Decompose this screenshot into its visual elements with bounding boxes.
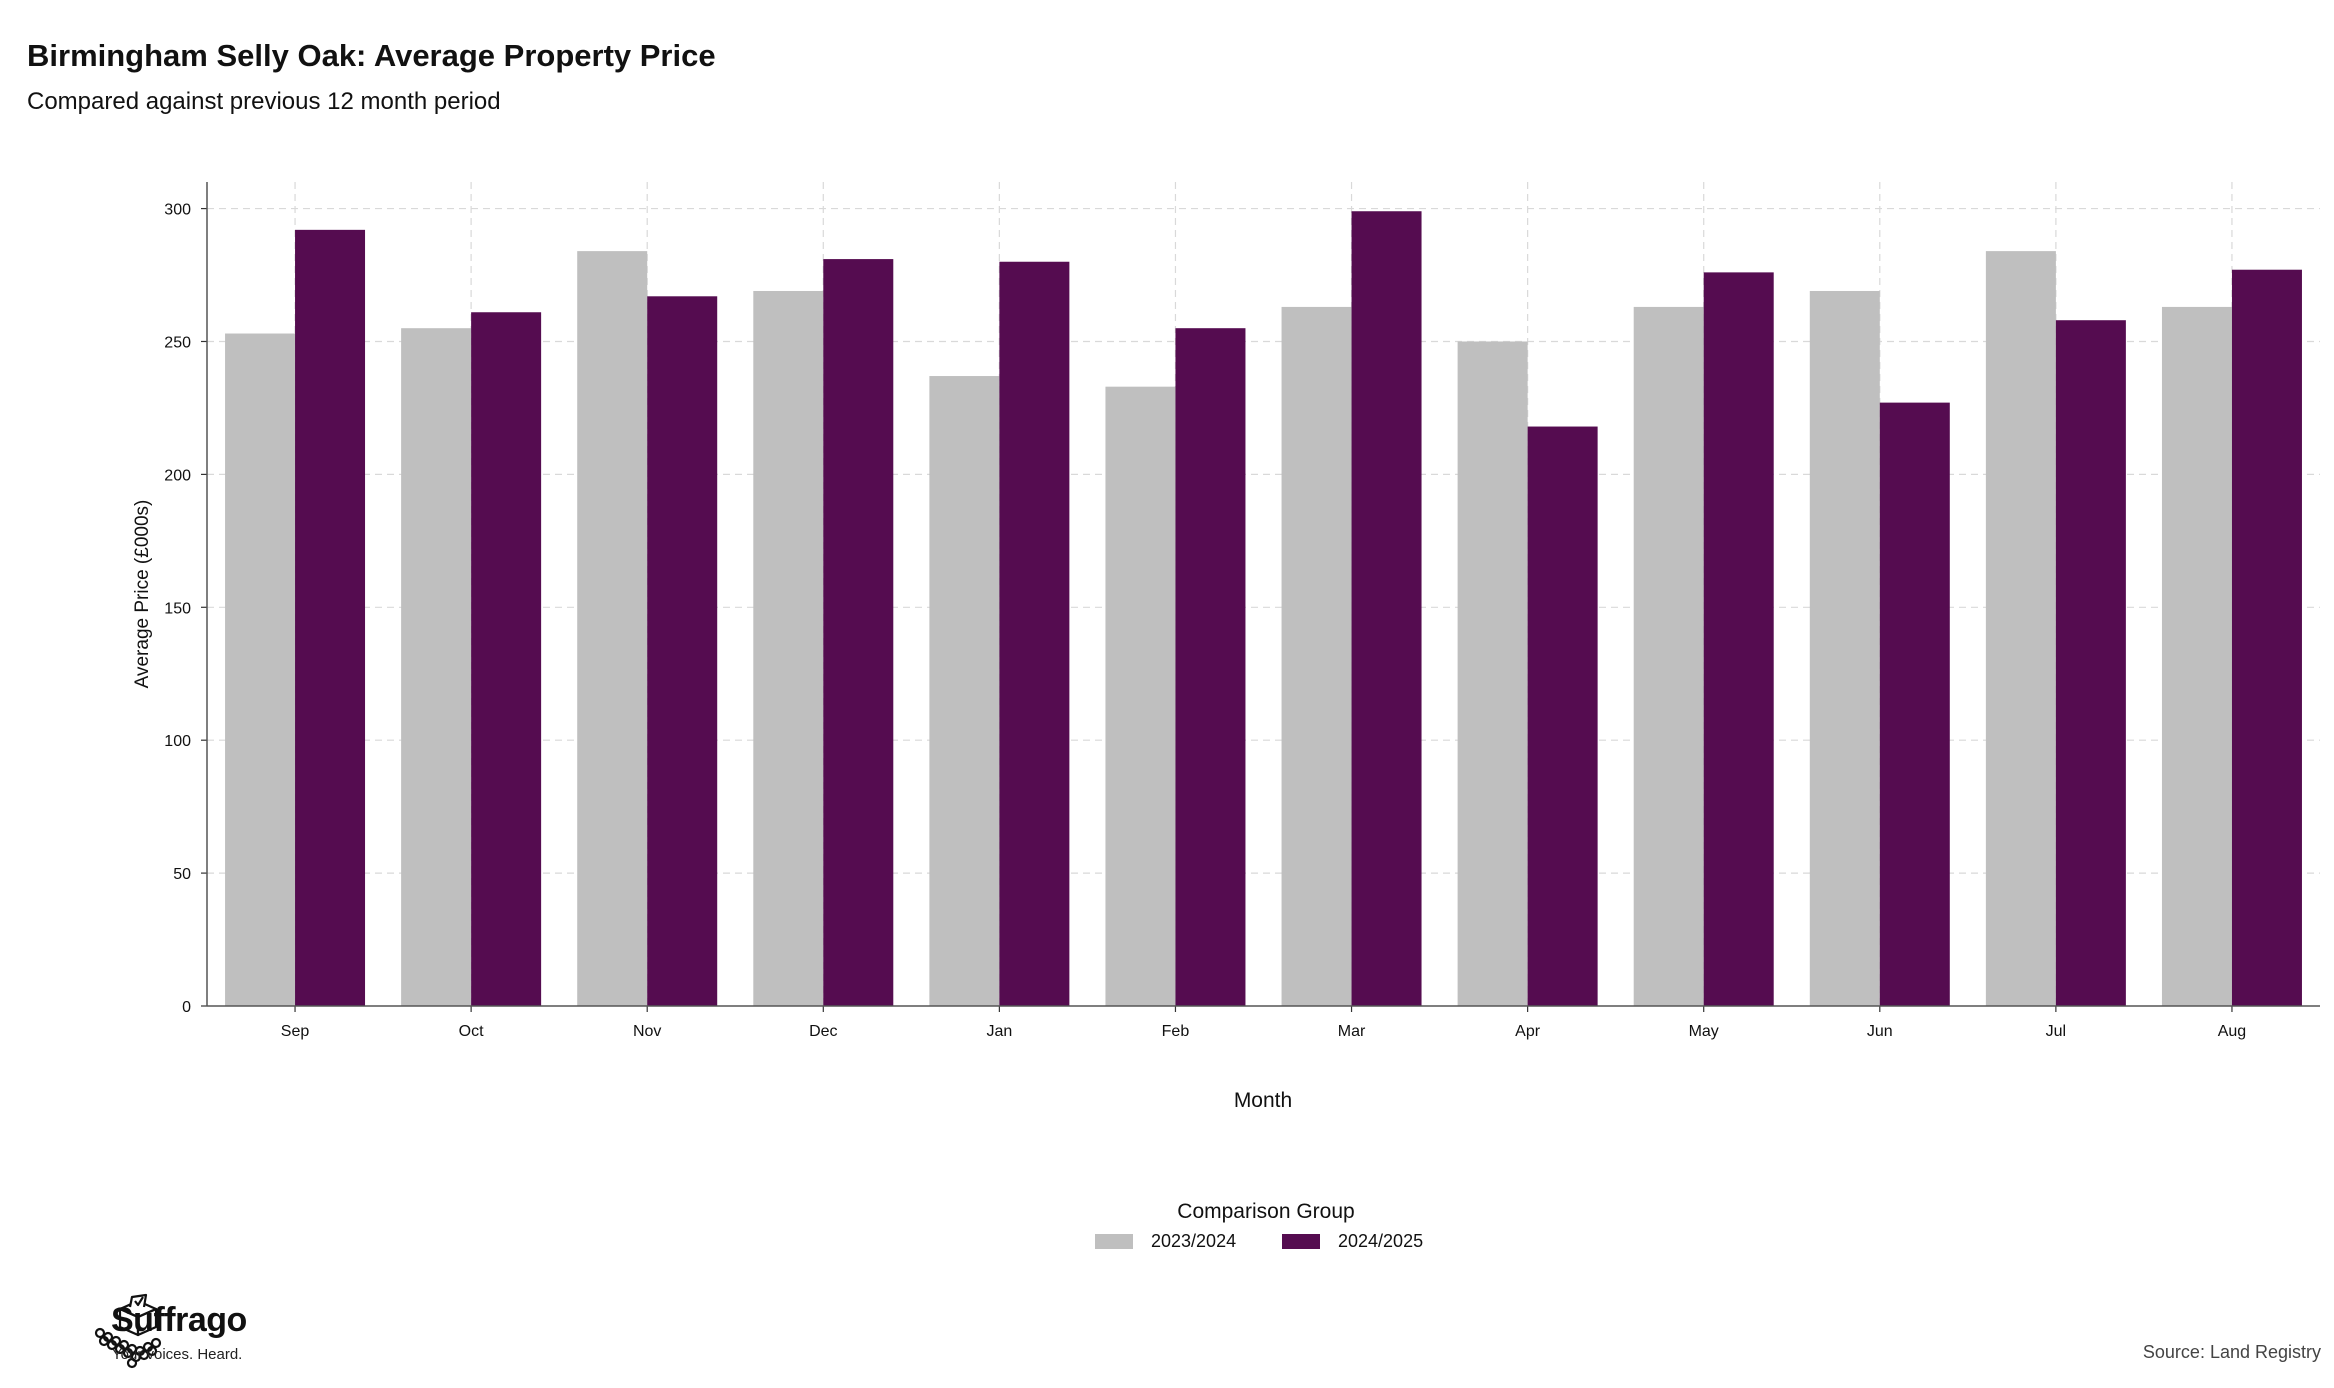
y-tick-label: 50 [173, 866, 191, 883]
axes: 0 50 100 150 200 250 300 Sep Oct Nov Dec Jan Feb Mar A… [164, 182, 2320, 1040]
y-tick-label: 250 [164, 334, 191, 351]
x-tick-label: May [1689, 1023, 1719, 1040]
legend-label-series-2: 2024/2025 [1338, 1231, 1424, 1251]
legend-swatch-series-1 [1095, 1234, 1133, 1249]
bars [225, 211, 2302, 1007]
y-tick-label: 150 [164, 600, 191, 617]
bar-sep-series-2 [295, 229, 366, 1006]
bar-feb-series-2 [1175, 328, 1246, 1006]
legend-label-series-1: 2023/2024 [1151, 1231, 1237, 1251]
bar-aug-series-1 [2161, 306, 2232, 1006]
bar-apr-series-2 [1527, 426, 1598, 1006]
legend-item-series-1: 2023/2024 [1095, 1231, 1236, 1252]
bar-feb-series-1 [1105, 386, 1176, 1006]
bar-jul-series-2 [2055, 320, 2126, 1006]
bar-nov-series-2 [647, 296, 718, 1007]
chart-title: Birmingham Selly Oak: Average Property P… [27, 38, 716, 73]
bar-sep-series-1 [225, 333, 296, 1007]
x-tick-label: Dec [809, 1023, 837, 1040]
x-tick-label: Jun [1867, 1023, 1893, 1040]
x-tick-label: Oct [459, 1023, 484, 1040]
x-tick-label: Nov [633, 1023, 661, 1040]
x-tick-label: Jul [2046, 1023, 2066, 1040]
y-tick-label: 100 [164, 733, 191, 750]
y-tick-label: 200 [164, 467, 191, 484]
y-axis-label: Average Price (£000s) [132, 500, 153, 689]
bar-mar-series-2 [1351, 211, 1422, 1006]
legend-title: Comparison Group [1177, 1200, 1355, 1223]
brand-name: Suffrago [111, 1301, 247, 1339]
bar-jun-series-1 [1809, 290, 1880, 1006]
y-tick-label: 300 [164, 202, 191, 219]
bar-may-series-2 [1703, 272, 1774, 1006]
source-note: Source: Land Registry [2142, 1342, 2321, 1362]
brand-tagline: Your voices. Heard. [112, 1346, 243, 1363]
bar-jan-series-2 [999, 261, 1070, 1006]
x-tick-label: Aug [2218, 1023, 2246, 1040]
bar-aug-series-2 [2231, 269, 2302, 1006]
y-tick-label: 0 [182, 999, 191, 1016]
x-tick-label: Jan [986, 1023, 1012, 1040]
bar-may-series-1 [1633, 306, 1704, 1006]
legend-item-series-2: 2024/2025 [1282, 1231, 1423, 1252]
bar-oct-series-1 [401, 328, 472, 1006]
bar-apr-series-1 [1457, 341, 1528, 1006]
bar-mar-series-1 [1281, 306, 1352, 1006]
bar-dec-series-2 [823, 259, 894, 1006]
bar-jul-series-1 [1985, 251, 2056, 1006]
x-axis-label: Month [1234, 1089, 1292, 1112]
ballot-box-icon [94, 1293, 162, 1369]
x-tick-label: Apr [1515, 1023, 1541, 1040]
legend-swatch-series-2 [1282, 1234, 1320, 1249]
chart-subtitle: Compared against previous 12 month perio… [27, 88, 501, 115]
bar-dec-series-1 [753, 290, 824, 1006]
x-tick-label: Sep [281, 1023, 310, 1040]
x-tick-label: Mar [1338, 1023, 1366, 1040]
bar-jan-series-1 [929, 376, 1000, 1006]
bar-jun-series-2 [1879, 402, 1950, 1006]
bar-oct-series-2 [471, 312, 542, 1007]
bar-nov-series-1 [577, 251, 648, 1006]
x-tick-label: Feb [1162, 1023, 1190, 1040]
